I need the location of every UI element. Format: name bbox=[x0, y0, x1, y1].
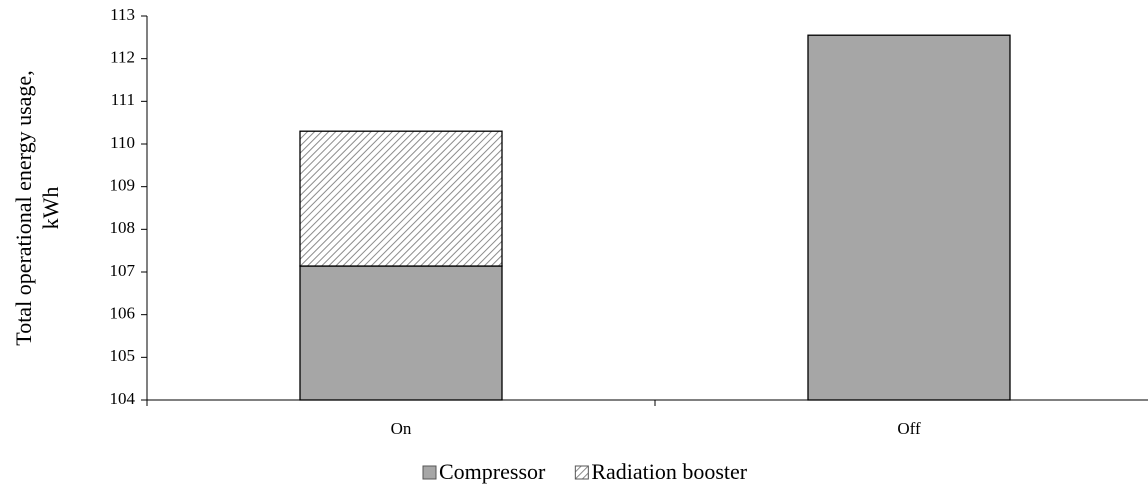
legend-label: Compressor bbox=[439, 459, 546, 484]
bar-segment bbox=[299, 130, 503, 267]
x-tick-label: Off bbox=[897, 419, 921, 438]
y-tick-label: 111 bbox=[111, 90, 135, 109]
legend-label: Radiation booster bbox=[591, 459, 747, 484]
legend-swatch bbox=[574, 465, 589, 480]
y-tick-label: 104 bbox=[110, 389, 136, 408]
x-tick-label: On bbox=[391, 419, 412, 438]
bar-segment bbox=[299, 265, 503, 401]
legend-swatch bbox=[422, 465, 437, 480]
y-tick-label: 105 bbox=[110, 346, 136, 365]
y-tick-label: 108 bbox=[110, 218, 136, 237]
y-tick-label: 109 bbox=[110, 176, 136, 195]
y-tick-label: 110 bbox=[110, 133, 135, 152]
y-tick-label: 112 bbox=[110, 48, 135, 67]
y-axis-title: Total operational energy usage, bbox=[11, 70, 36, 345]
bar-segment bbox=[807, 34, 1011, 401]
y-tick-label: 106 bbox=[110, 304, 136, 323]
y-axis-title: kWh bbox=[38, 187, 63, 230]
y-tick-label: 113 bbox=[110, 5, 135, 24]
y-tick-label: 107 bbox=[110, 261, 136, 280]
